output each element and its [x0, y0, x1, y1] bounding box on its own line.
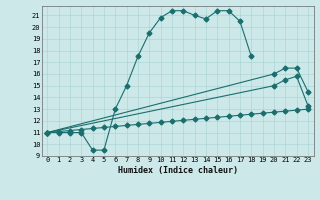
X-axis label: Humidex (Indice chaleur): Humidex (Indice chaleur) — [118, 166, 237, 175]
